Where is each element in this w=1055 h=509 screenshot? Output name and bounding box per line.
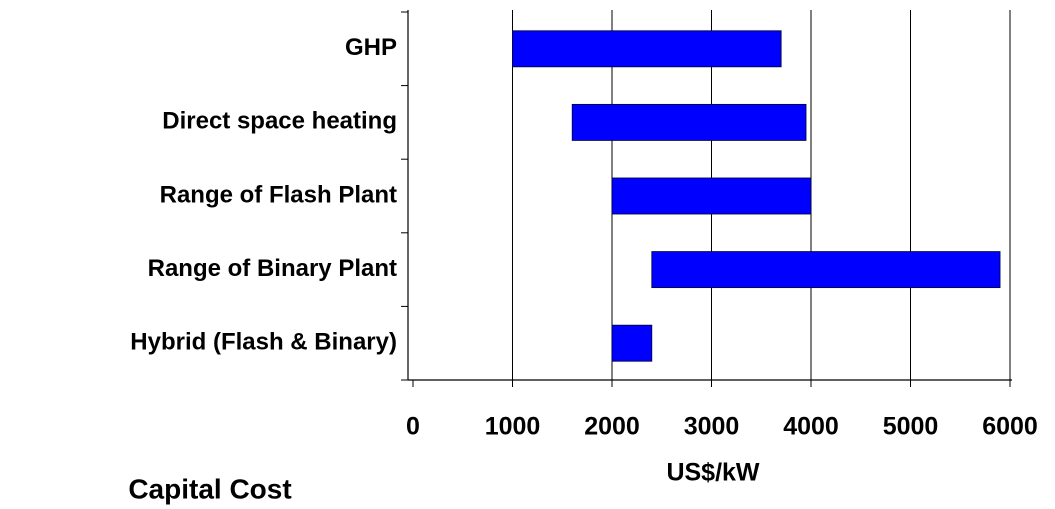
category-label: Hybrid (Flash & Binary) <box>130 329 397 356</box>
x-tick-label: 0 <box>406 413 420 441</box>
category-label: Range of Binary Plant <box>148 255 397 282</box>
x-axis-label: US$/kW <box>666 459 759 487</box>
category-label: Direct space heating <box>162 108 397 135</box>
bar <box>571 103 807 141</box>
x-tick-label: 1000 <box>485 413 541 441</box>
category-label: GHP <box>345 34 397 61</box>
bar <box>611 177 812 215</box>
x-tick-label: 3000 <box>684 413 740 441</box>
annotation: Capital Cost <box>128 473 291 504</box>
bar <box>611 324 653 362</box>
category-label: Range of Flash Plant <box>160 181 397 208</box>
x-tick-label: 5000 <box>883 413 939 441</box>
bar <box>512 30 782 68</box>
x-tick-label: 4000 <box>783 413 839 441</box>
x-tick-label: 6000 <box>982 413 1038 441</box>
bar <box>651 251 1001 289</box>
x-tick-label: 2000 <box>584 413 640 441</box>
